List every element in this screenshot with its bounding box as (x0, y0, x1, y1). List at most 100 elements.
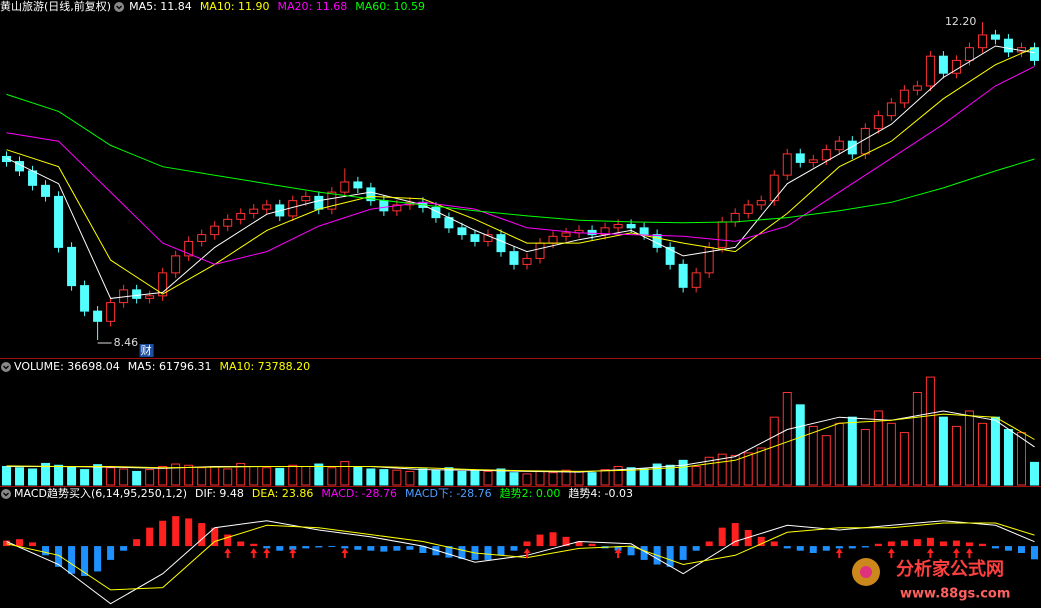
candle-body (587, 229, 597, 236)
macd-bar (978, 543, 986, 547)
candle-body (509, 251, 519, 265)
volume-bar (210, 466, 220, 486)
candle-body (431, 206, 441, 219)
candle-body (626, 223, 636, 229)
macd-bar (94, 546, 102, 572)
volume-bar (977, 422, 987, 486)
candle-body (366, 187, 376, 202)
volume-bar (860, 429, 870, 486)
macd-bar (770, 541, 778, 547)
legend-item: MA20: 11.68 (278, 0, 348, 13)
header-icon (1, 362, 11, 372)
macd-bar (497, 546, 505, 556)
volume-bar (483, 470, 493, 486)
candle-body (834, 140, 844, 151)
legend-item: MACD趋势买入(6,14,95,250,1,2) (14, 487, 187, 500)
macd-bar (250, 543, 258, 547)
candle-body (522, 257, 532, 265)
candle-body (171, 255, 181, 274)
marker: 财 (141, 343, 152, 357)
candle-body (938, 55, 948, 74)
legend-item: MA5: 61796.31 (128, 360, 212, 373)
volume-bar (353, 466, 363, 486)
volume-bar (418, 468, 428, 486)
macd-bar (822, 546, 830, 551)
candle-body (730, 212, 740, 223)
buy-signal (965, 548, 973, 559)
candle-body (67, 246, 77, 287)
volume-bar (756, 447, 766, 486)
candle-body (613, 223, 623, 229)
volume-bar (717, 453, 727, 486)
candle-body (873, 115, 883, 129)
volume-bar (249, 466, 259, 486)
macd-bar (406, 546, 414, 550)
macd-bar (848, 546, 856, 549)
legend-item: MACD: -28.76 (321, 487, 397, 500)
macd-bar (458, 546, 466, 559)
candle-body (483, 234, 493, 242)
volume-bar (574, 470, 584, 486)
volume-bar (67, 466, 77, 486)
legend-item: MA5: 11.84 (129, 0, 192, 13)
macd-bar (107, 546, 115, 560)
volume-bar (444, 467, 454, 486)
macd-bar (523, 541, 531, 547)
candle-body (470, 234, 480, 242)
volume-bar (301, 466, 311, 486)
candle-body (340, 181, 350, 193)
macd-bar (900, 540, 908, 547)
candle-body (379, 200, 389, 212)
macd-bar (445, 546, 453, 558)
candle-body (769, 174, 779, 202)
volume-bar (587, 472, 597, 486)
candle-body (912, 85, 922, 91)
volume-bar (522, 473, 532, 486)
volume-bar (626, 467, 636, 486)
candle-body (847, 140, 857, 155)
volume-bar (665, 464, 675, 486)
candle-body (132, 289, 142, 299)
volume-bar (236, 462, 246, 486)
macd-bar (419, 546, 427, 553)
volume-bar (704, 456, 714, 486)
macd-bar (744, 529, 752, 547)
macd-bar (510, 546, 518, 551)
volume-bar (990, 416, 1000, 486)
volume-bar (41, 462, 51, 486)
macd-bar (913, 539, 921, 547)
macd-bar (198, 523, 206, 547)
volume-bar (795, 404, 805, 486)
candle-body (158, 272, 168, 297)
macd-bar (432, 546, 440, 556)
candle-body (652, 234, 662, 248)
volume-bar (93, 464, 103, 486)
macd-bar (29, 542, 37, 547)
volume-bar (145, 469, 155, 486)
legend-item: DIF: 9.48 (195, 487, 244, 500)
macd-bar (289, 546, 297, 550)
macd-bar (367, 546, 375, 551)
legend-item: MA10: 11.90 (200, 0, 270, 13)
volume-bar (106, 467, 116, 486)
candle-body (41, 184, 51, 197)
candle-body (496, 234, 506, 253)
legend-item: MA60: 10.59 (355, 0, 425, 13)
buy-signal (341, 548, 349, 559)
candle-body (639, 227, 649, 236)
candle-body (54, 195, 64, 248)
buy-signal (835, 548, 843, 559)
volume-bar (275, 467, 285, 486)
candle-body (223, 218, 233, 227)
chart-title: 黄山旅游(日线,前复权) (0, 0, 111, 13)
volume-bar (730, 454, 740, 486)
legend-item: 趋势2: 0.00 (500, 487, 561, 500)
macd-bar (549, 532, 557, 547)
buy-signal (952, 548, 960, 559)
buy-signal (224, 548, 232, 559)
macd-bar (315, 546, 323, 548)
candle-body (548, 235, 558, 244)
volume-bar (119, 468, 129, 486)
